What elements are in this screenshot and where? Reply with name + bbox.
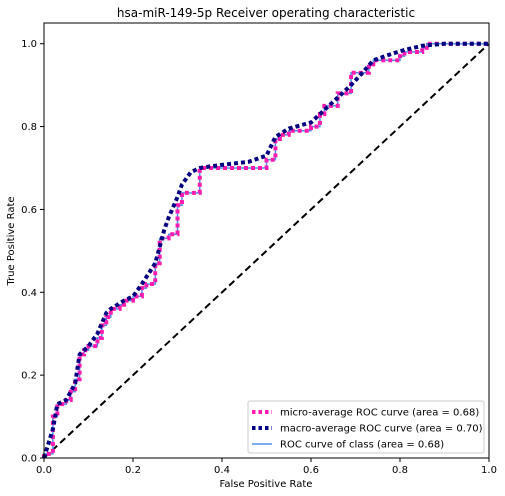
y-tick-label: 0.8	[21, 122, 37, 133]
x-tick-label: 1.0	[481, 465, 497, 476]
y-tick-label: 1.0	[21, 39, 37, 50]
x-axis-label: False Positive Rate	[220, 479, 313, 490]
legend-label-0: micro-average ROC curve (area = 0.68)	[280, 408, 479, 419]
x-tick-label: 0.0	[36, 465, 52, 476]
y-tick-label: 0.6	[21, 205, 37, 216]
legend-label-1: macro-average ROC curve (area = 0.70)	[280, 424, 483, 435]
y-axis-label: True Positive Rate	[6, 196, 17, 286]
x-tick-label: 0.4	[214, 465, 230, 476]
y-tick-label: 0.0	[21, 454, 37, 465]
x-tick-label: 0.2	[125, 465, 141, 476]
x-tick-label: 0.8	[392, 465, 408, 476]
legend: micro-average ROC curve (area = 0.68) mac…	[248, 401, 484, 453]
legend-label-2: ROC curve of class (area = 0.68)	[280, 440, 444, 451]
y-tick-label: 0.4	[21, 288, 37, 299]
x-tick-label: 0.6	[303, 465, 319, 476]
chart-title: hsa-miR-149-5p Receiver operating charac…	[117, 6, 415, 20]
y-tick-label: 0.2	[21, 371, 37, 382]
